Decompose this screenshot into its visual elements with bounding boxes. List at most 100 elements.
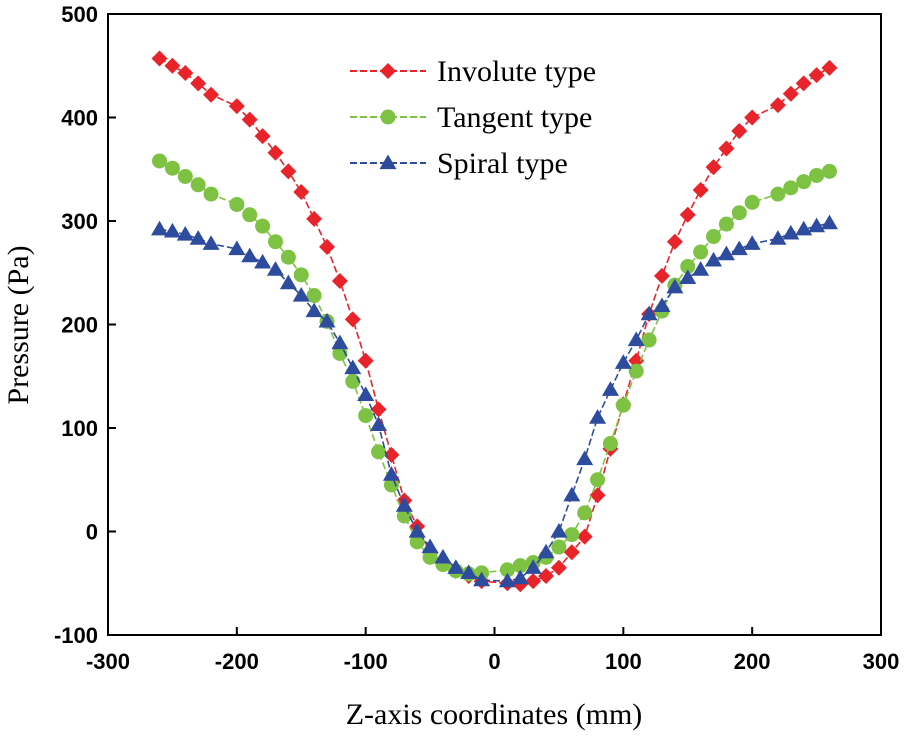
data-point [370,416,388,432]
data-point [434,548,452,564]
data-point [152,153,168,169]
legend-marker [380,63,396,79]
data-point [293,267,309,283]
data-point [653,297,671,312]
data-point [551,539,567,555]
data-point [783,180,799,196]
data-point [254,253,272,269]
data-point [344,359,362,375]
data-point [293,184,310,201]
data-point [602,436,618,452]
data-point [705,251,723,267]
series-layer [151,50,838,593]
data-point [795,75,812,92]
data-point [255,218,271,234]
data-point [680,259,696,275]
data-point [267,234,283,250]
data-point [731,205,747,221]
data-point [242,207,258,223]
data-point [705,159,722,176]
data-point [331,273,348,290]
x-tick-label: 200 [734,649,771,674]
data-point [460,564,478,580]
y-tick-label: 300 [61,209,98,234]
y-tick-label: -100 [54,623,98,648]
data-point [447,559,465,574]
data-point [615,397,631,413]
y-tick-label: 0 [86,520,98,545]
data-point [782,85,799,102]
data-point [498,572,516,588]
data-point [524,559,542,574]
x-tick-label: 0 [488,649,500,674]
data-point [590,472,606,488]
x-tick-label: -100 [344,649,388,674]
data-point [679,269,697,285]
series-tangent-type [152,153,837,582]
data-point [525,573,542,590]
data-point [743,235,761,250]
legend-item: Involute type [350,55,596,88]
data-point [306,288,322,304]
data-point [241,111,258,128]
data-point [279,274,297,290]
data-point [653,267,670,284]
data-point [319,238,336,255]
data-point [563,486,581,502]
data-point [679,206,696,223]
series-line [159,222,830,583]
data-point [730,240,748,256]
data-point [628,352,645,369]
data-point [422,549,438,565]
data-point [782,224,800,240]
data-point [808,217,826,233]
data-point [164,57,181,74]
data-point [564,527,580,543]
data-point [821,163,837,179]
data-point [421,538,439,554]
data-point [744,109,761,126]
legend-marker [379,154,397,170]
data-point [318,312,336,328]
data-point [203,186,219,202]
legend-item: Spiral type [350,147,568,180]
data-point [409,534,425,550]
data-point [718,140,735,157]
legend-label: Involute type [437,55,596,88]
data-point [267,144,284,161]
x-tick-label: 100 [605,649,642,674]
x-axis-title: Z-axis coordinates (mm) [346,698,643,731]
data-point [358,408,374,424]
data-point [795,220,813,236]
series-spiral-type [151,214,838,588]
data-point [345,373,361,389]
data-point [228,98,245,115]
data-point [266,261,284,276]
data-point [151,220,169,236]
data-point [769,230,787,245]
data-point [383,446,400,463]
data-point [473,571,491,587]
data-point [203,86,220,103]
data-point [164,160,180,176]
data-point [589,487,606,504]
data-point [770,186,786,202]
data-point [692,261,710,276]
data-point [717,245,735,261]
data-point [305,302,323,318]
data-point [177,168,193,184]
data-point [512,558,528,574]
data-point [370,401,387,418]
data-point [809,167,825,183]
legend-item: Tangent type [350,101,592,134]
data-point [576,450,594,466]
data-point [796,174,812,190]
data-point [640,305,658,321]
data-point [821,59,838,76]
data-point [706,229,722,245]
x-tick-label: -300 [86,649,130,674]
data-point [692,181,709,198]
data-point [190,177,206,193]
data-point [820,214,838,230]
